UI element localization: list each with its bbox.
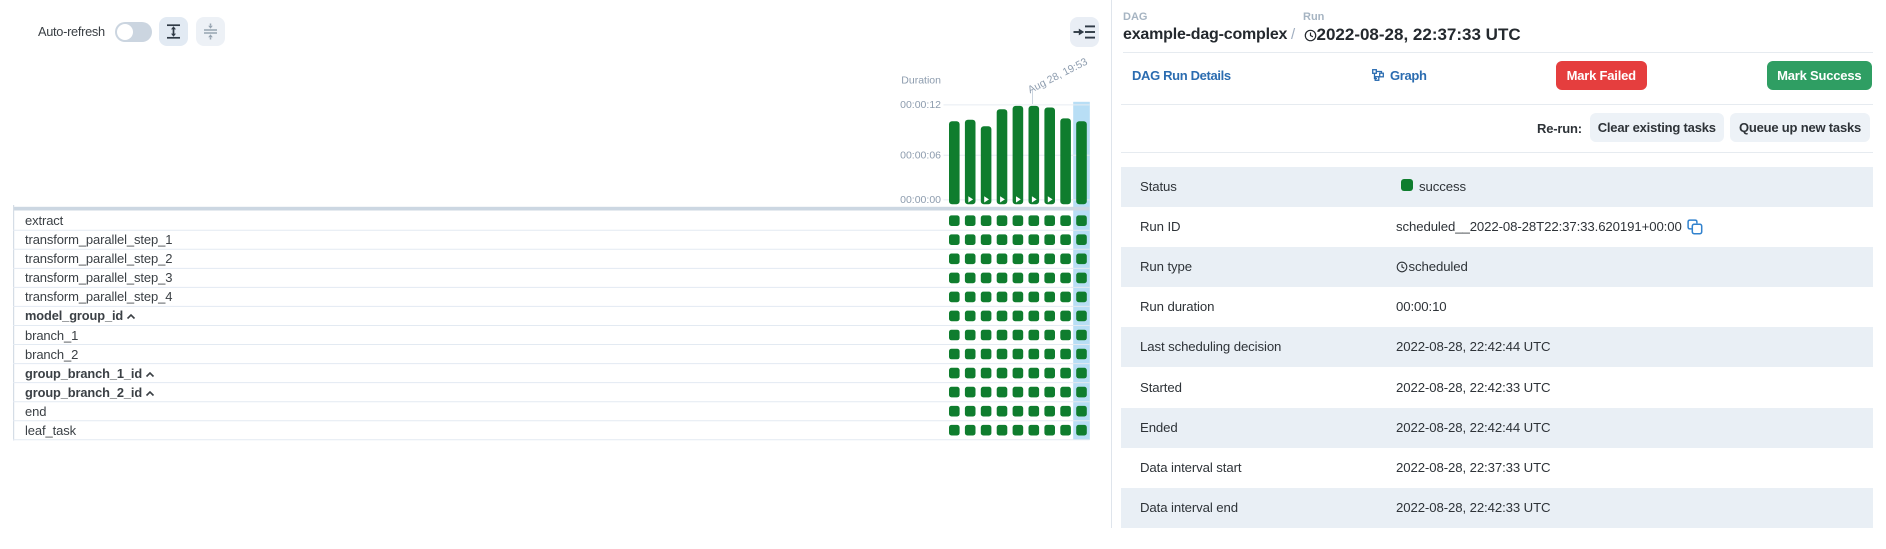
svg-text:00:00:00: 00:00:00: [900, 194, 941, 206]
svg-text:Aug 28, 19:53: Aug 28, 19:53: [1026, 56, 1090, 96]
svg-text:00:00:06: 00:00:06: [900, 149, 941, 161]
svg-text:Duration: Duration: [901, 74, 941, 86]
svg-text:00:00:12: 00:00:12: [900, 99, 941, 111]
